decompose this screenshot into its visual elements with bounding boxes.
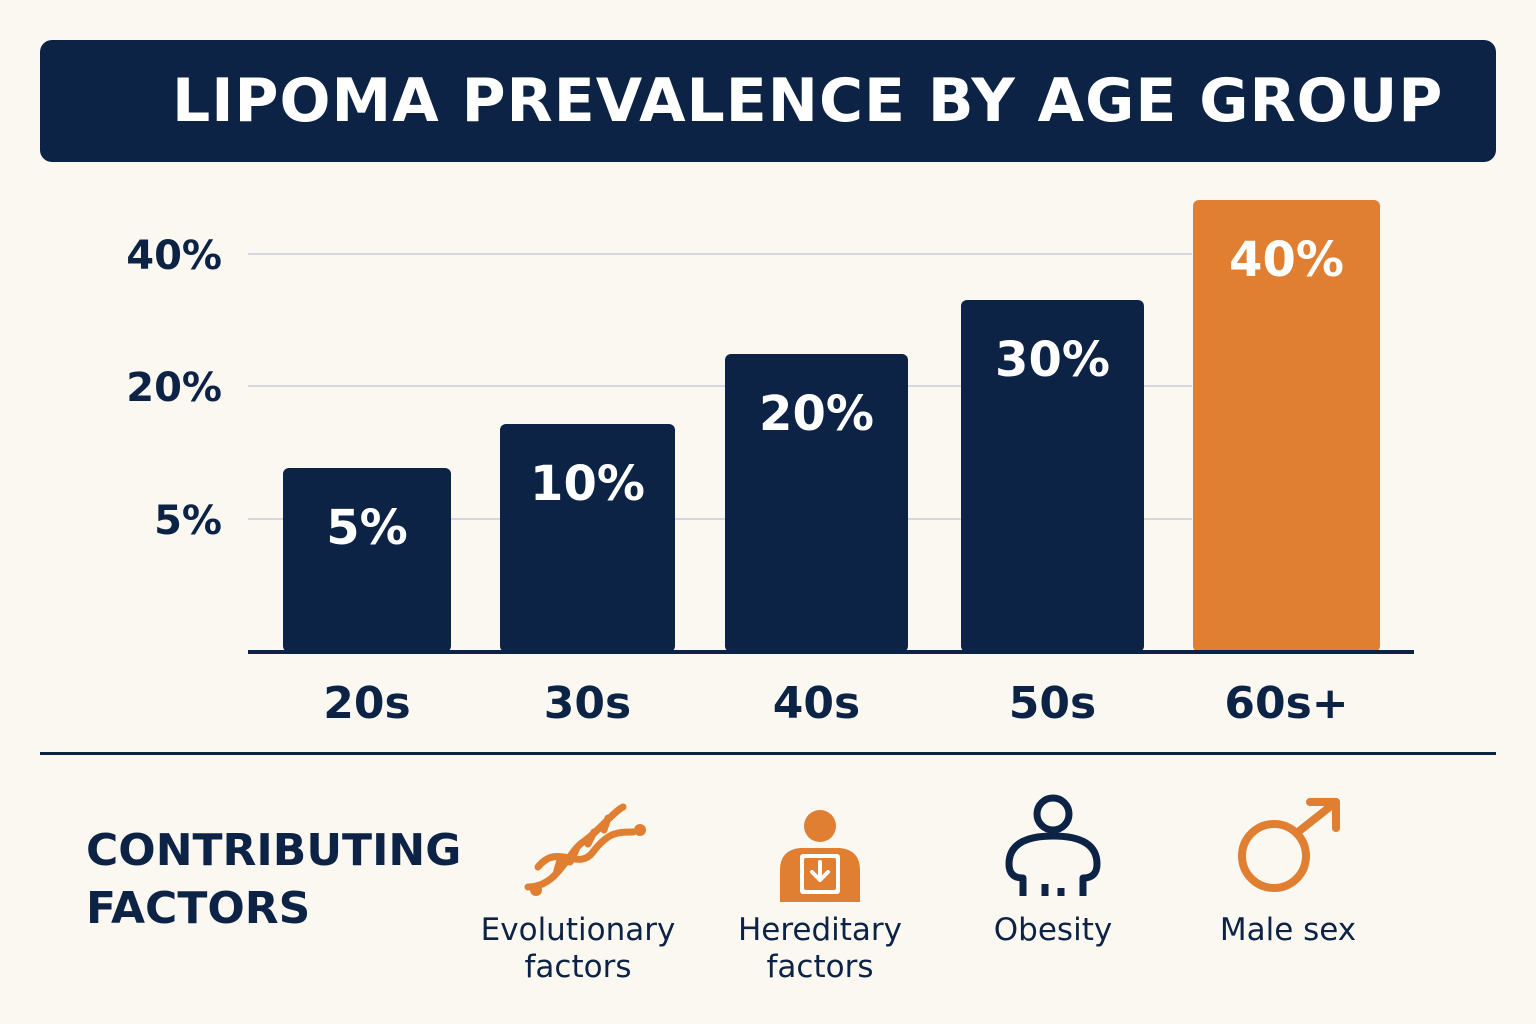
person-download-icon	[780, 810, 860, 902]
factors-heading-line2: FACTORS	[86, 883, 311, 934]
section-divider	[40, 752, 1496, 755]
bar-60s+	[1193, 200, 1380, 652]
dna-icon	[524, 803, 646, 896]
factor-evolutionary: Evolutionary factors	[458, 792, 698, 986]
chart-title: LIPOMA PREVALENCE BY AGE GROUP	[172, 66, 1444, 136]
bar-value-label: 40%	[1229, 232, 1344, 288]
factor-label-evolutionary: Evolutionary factors	[480, 912, 676, 985]
x-tick-label: 40s	[773, 678, 860, 729]
factor-hereditary: Hereditary factors	[700, 792, 940, 986]
bar-30s	[500, 424, 675, 652]
x-tick-label: 60s+	[1224, 678, 1348, 729]
bar-40s	[725, 354, 908, 652]
x-tick-label: 30s	[544, 678, 631, 729]
y-tick-label: 5%	[154, 498, 222, 544]
male-symbol-icon	[1238, 798, 1340, 892]
factor-label-hereditary: Hereditary factors	[737, 912, 903, 985]
y-tick-label: 40%	[126, 233, 222, 279]
x-tick-label: 50s	[1009, 678, 1096, 729]
factor-male-sex: Male sex	[1168, 792, 1408, 949]
factors-heading-line1: CONTRIBUTING	[86, 825, 462, 876]
bar-value-label: 10%	[530, 456, 645, 512]
person-outline-icon	[1005, 794, 1101, 896]
factors-heading: CONTRIBUTING FACTORS	[86, 822, 486, 938]
bar-20s	[283, 468, 451, 652]
y-tick-label: 20%	[126, 365, 222, 411]
factor-obesity: Obesity	[933, 792, 1173, 949]
bar-value-label: 20%	[759, 386, 874, 442]
bar-value-label: 30%	[995, 332, 1110, 388]
factor-label-male-sex: Male sex	[1219, 912, 1357, 948]
x-tick-label: 20s	[323, 678, 410, 729]
title-banner: LIPOMA PREVALENCE BY AGE GROUP	[40, 40, 1496, 162]
factor-label-obesity: Obesity	[993, 912, 1113, 948]
bar-value-label: 5%	[326, 500, 408, 556]
bar-chart: 5% 20% 40% 5% 20s 10% 30s 20% 40s 30% 50s 40% 60s+	[126, 200, 1414, 729]
bar-50s	[961, 300, 1144, 652]
